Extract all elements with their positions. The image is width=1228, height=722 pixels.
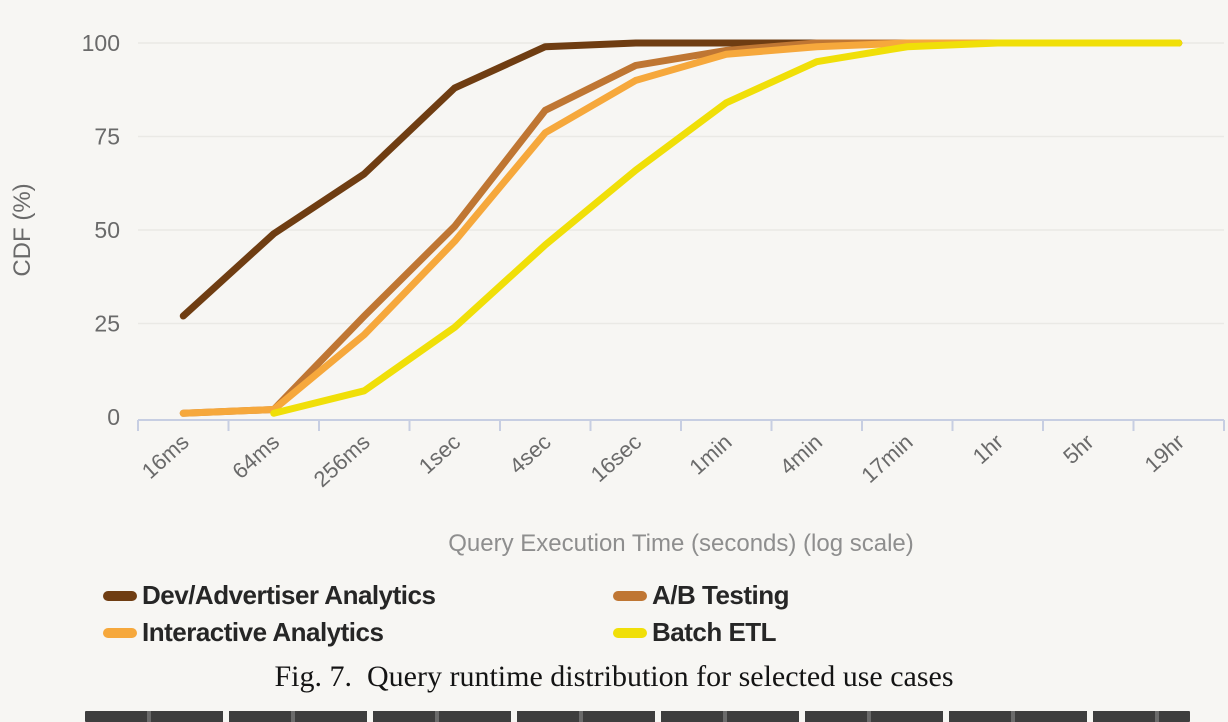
legend-swatch-ab-testing	[613, 590, 647, 601]
legend-swatch-dev-advertiser-analytics	[103, 590, 137, 601]
figure-caption: Fig. 7. Query runtime distribution for s…	[274, 660, 954, 693]
legend-label: Interactive Analytics	[142, 617, 384, 647]
legend-label: A/B Testing	[652, 580, 790, 610]
cdf-chart: 0 25 50 75 100 CDF (%) 16ms 64ms 256ms 1sec 4sec 16…	[9, 30, 1225, 557]
chart-legend: Dev/Advertiser Analytics A/B Testing Int…	[103, 577, 790, 651]
x-tick-label: 19hr	[1140, 429, 1189, 477]
legend-item: Batch ETL	[613, 614, 789, 651]
x-tick-label: 4sec	[504, 429, 555, 479]
series-line-dev-advertiser-analytics	[179, 39, 1183, 320]
cdf-chart-svg: 0 25 50 75 100 CDF (%) 16ms 64ms 256ms 1sec 4sec 16…	[9, 30, 1225, 557]
x-tick-label: 4min	[775, 429, 827, 479]
x-axis-title: Query Execution Time (seconds) (log scal…	[448, 530, 914, 557]
legend-label: Batch ETL	[652, 617, 777, 647]
y-tick-label: 100	[82, 30, 120, 56]
y-tick-label: 25	[94, 311, 120, 337]
cropped-text-strip	[85, 711, 1190, 722]
y-tick-label: 75	[94, 124, 120, 150]
x-tick-label: 5hr	[1058, 429, 1098, 469]
x-tick-label: 256ms	[309, 429, 375, 492]
legend-item: Dev/Advertiser Analytics	[103, 577, 613, 614]
x-tick-label: 1hr	[968, 429, 1008, 469]
y-tick-label: 0	[107, 404, 120, 430]
x-tick-label: 1sec	[414, 429, 465, 479]
legend-item: A/B Testing	[613, 577, 790, 614]
x-tick-label: 16sec	[586, 429, 646, 487]
x-tick-label: 17min	[856, 429, 917, 488]
legend-swatch-batch-etl	[613, 627, 647, 638]
x-tick-label: 16ms	[137, 429, 194, 484]
y-tick-label: 50	[94, 217, 120, 243]
y-axis-title: CDF (%)	[9, 183, 36, 276]
x-tick-label: 64ms	[227, 429, 284, 484]
series-line-batch-etl	[270, 39, 1183, 417]
x-tick-label: 1min	[684, 429, 736, 479]
series-line-interactive-analytics	[179, 39, 1183, 417]
legend-label: Dev/Advertiser Analytics	[142, 580, 436, 610]
legend-swatch-interactive-analytics	[103, 627, 137, 638]
legend-item: Interactive Analytics	[103, 614, 613, 651]
